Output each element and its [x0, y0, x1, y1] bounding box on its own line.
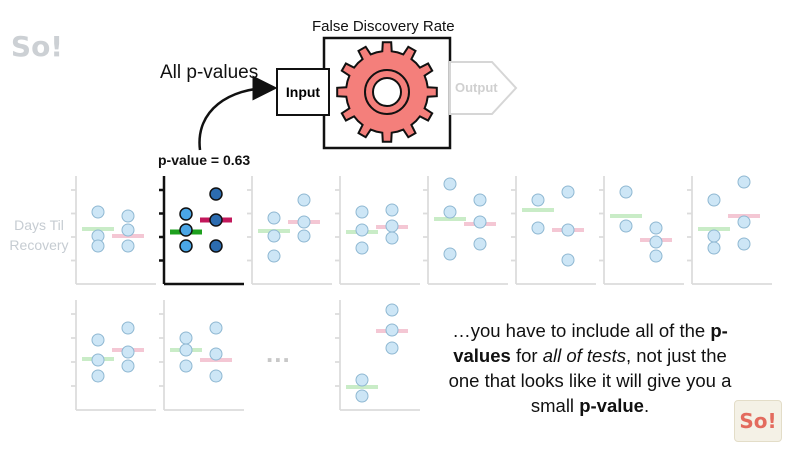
row1-plot-6-point-g2 [649, 249, 663, 263]
row1-plot-1-point-g1 [179, 207, 193, 221]
caption-bold-1: p-values [453, 320, 728, 366]
row2-plot-1-point-g1 [179, 359, 193, 373]
row1-plot-5-point-g2 [561, 223, 575, 237]
row1-plot-3-point-g1 [355, 223, 369, 237]
row1-plot-5-point-g1 [531, 221, 545, 235]
caption-italic: all of tests [542, 345, 626, 366]
row1-plot-4-point-g2 [473, 237, 487, 251]
all-pvalues-label: All p-values [160, 62, 259, 83]
row2-plot-0-point-g1 [91, 369, 105, 383]
row2-plot-0-point-g2 [121, 345, 135, 359]
row1-plot-3-point-g2 [385, 203, 399, 217]
row1-plot-7-point-g2 [737, 215, 751, 229]
row2-plot-2-point-g1 [355, 373, 369, 387]
row1-plot-5-point-g2 [561, 185, 575, 199]
row1-plot-1-point-g2 [209, 213, 223, 227]
row1-plot-3-point-g1 [355, 205, 369, 219]
row1-plot-2-point-g2 [297, 229, 311, 243]
row1-plot-0-point-g1 [91, 205, 105, 219]
row1-plot-2-point-g1 [267, 229, 281, 243]
caption-part-4: . [643, 395, 650, 416]
caption-part-1: …you have to include all of the [452, 320, 711, 341]
pvalue-arrow [198, 75, 278, 151]
row2-plot-0-point-g1 [91, 353, 105, 367]
row1-plot-7-point-g1 [707, 229, 721, 243]
statquest-logo-top: So! [10, 29, 64, 63]
row1-plot-6-point-g1 [619, 219, 633, 233]
row1-plot-2-point-g2 [297, 215, 311, 229]
row1-plot-7-point-g1 [707, 241, 721, 255]
row2-plot-2-point-g2 [385, 323, 399, 337]
input-label: Input [285, 84, 321, 100]
output-label: Output [455, 80, 498, 95]
row1-plot-0-point-g2 [121, 239, 135, 253]
row2-plot-0-point-g1 [91, 333, 105, 347]
ellipsis: ... [266, 338, 291, 368]
output-arrow-shape [449, 61, 518, 115]
row1-plot-6-point-g2 [649, 221, 663, 235]
input-box: Input [276, 68, 330, 116]
row1-plot-1-point-g1 [179, 223, 193, 237]
row1-plot-5-point-g1 [531, 193, 545, 207]
row2-plot-1-point-g1 [179, 343, 193, 357]
row1-plot-4-point-g2 [473, 215, 487, 229]
gear-icon [336, 41, 438, 143]
row1-plot-4-point-g1 [443, 247, 457, 261]
row2-plot-1-point-g2 [209, 369, 223, 383]
row2-plot-0-point-g2 [121, 321, 135, 335]
row2-plot-1-point-g1 [179, 331, 193, 345]
row1-plot-2-point-g2 [297, 193, 311, 207]
row1-plot-3-point-g1 [355, 241, 369, 255]
row1-plot-1-point-g2 [209, 239, 223, 253]
statquest-logo-bottom: So! [734, 400, 782, 442]
row1-plot-3-point-g2 [385, 219, 399, 233]
pvalue-label: p-value = 0.63 [158, 152, 251, 168]
row1-plot-4-point-g2 [473, 193, 487, 207]
row1-plot-0-point-g2 [121, 209, 135, 223]
y-axis-label: Days Til Recovery [9, 217, 69, 253]
row2-plot-2-point-g2 [385, 341, 399, 355]
row2-plot-1-point-g2 [209, 321, 223, 335]
row1-plot-6-point-g2 [649, 235, 663, 249]
row2-plot-1-point-g2 [209, 347, 223, 361]
row1-plot-1-point-g1 [179, 239, 193, 253]
row1-plot-2-point-g1 [267, 211, 281, 225]
row1-plot-3-point-g2 [385, 231, 399, 245]
caption-bold-2: p-value [579, 395, 644, 416]
row1-plot-7-point-g1 [707, 193, 721, 207]
gear-hole [372, 77, 402, 107]
row2-plot-2-point-g1 [355, 389, 369, 403]
row2-plot-2-point-g2 [385, 303, 399, 317]
row1-plot-4-point-g1 [443, 177, 457, 191]
row2-plot-0-point-g2 [121, 359, 135, 373]
row1-plot-7-point-g2 [737, 237, 751, 251]
row1-plot-0-point-g2 [121, 223, 135, 237]
row1-plot-6-point-g1 [619, 185, 633, 199]
row1-plot-0-point-g1 [91, 239, 105, 253]
row1-plot-4-point-g1 [443, 205, 457, 219]
caption-part-3: , not just the one that looks like it wi… [448, 345, 732, 416]
fdr-title: False Discovery Rate [312, 18, 455, 35]
caption-part-2: for [510, 345, 543, 366]
row1-plot-2-point-g1 [267, 249, 281, 263]
row1-plot-1-point-g2 [209, 187, 223, 201]
row1-plot-5-point-g2 [561, 253, 575, 267]
caption-text: …you have to include all of the p-values… [440, 318, 740, 418]
row1-plot-7-point-g2 [737, 175, 751, 189]
